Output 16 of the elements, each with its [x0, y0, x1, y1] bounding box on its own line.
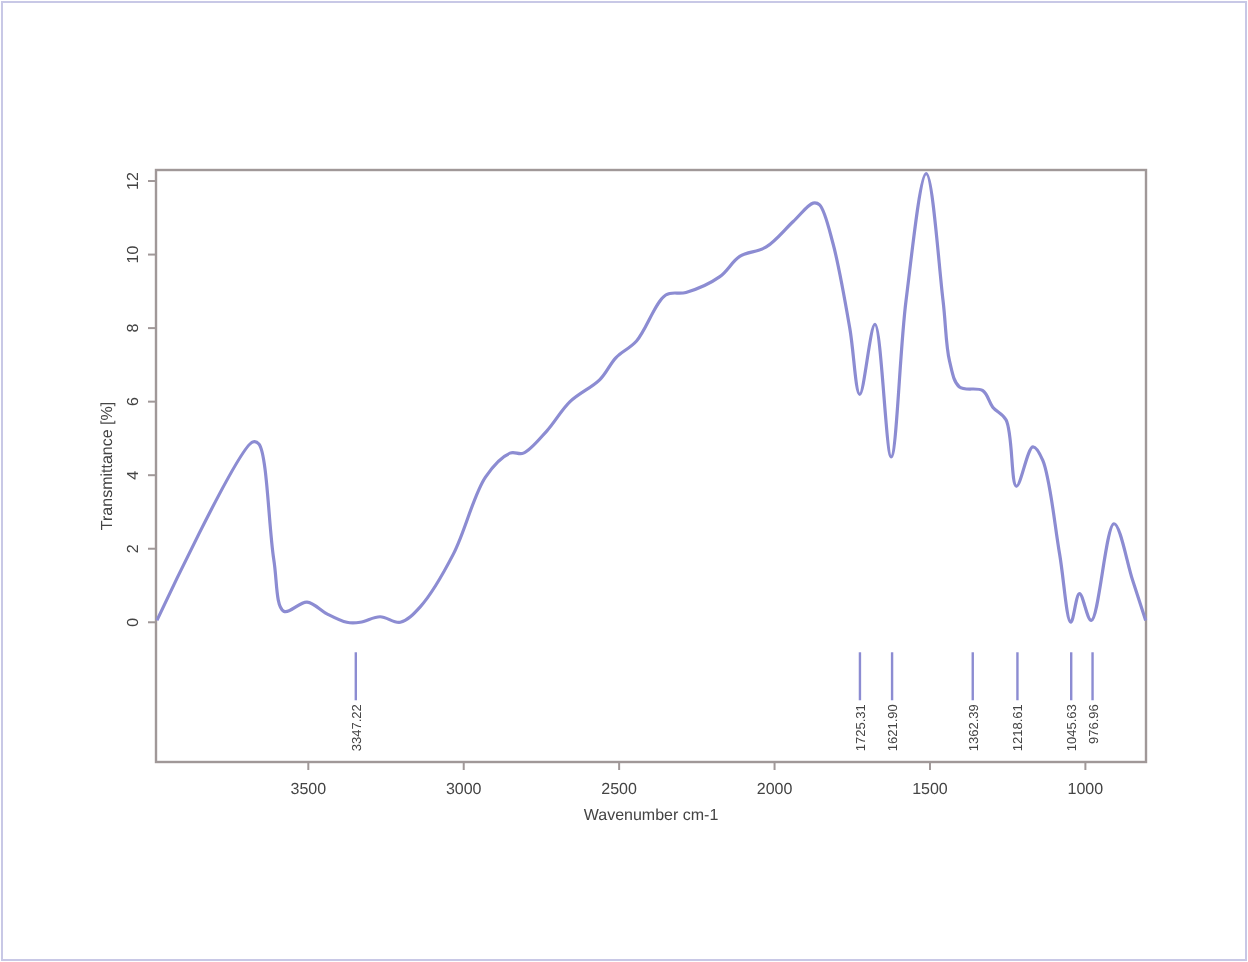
x-tick-label: 1000 — [1067, 780, 1105, 798]
y-tick-label: 10 — [124, 244, 142, 264]
line-series — [155, 172, 1148, 624]
y-tick-label: 8 — [124, 322, 142, 333]
y-tick-label: 6 — [124, 396, 142, 407]
y-tick-label: 4 — [124, 469, 142, 480]
y-tick-label: 2 — [124, 543, 142, 554]
x-axis-title: Wavenumber cm-1 — [583, 806, 720, 824]
y-tick-label: 0 — [124, 616, 142, 627]
x-tick-label: 1500 — [912, 780, 949, 798]
x-tick-label: 3500 — [290, 780, 328, 798]
y-axis-title: Transmittance [%] — [98, 401, 116, 531]
x-tick-label: 2000 — [756, 780, 794, 798]
x-tick-label: 3000 — [445, 780, 483, 798]
x-tick-label: 2500 — [601, 780, 639, 798]
y-tick-label: 12 — [124, 171, 142, 190]
